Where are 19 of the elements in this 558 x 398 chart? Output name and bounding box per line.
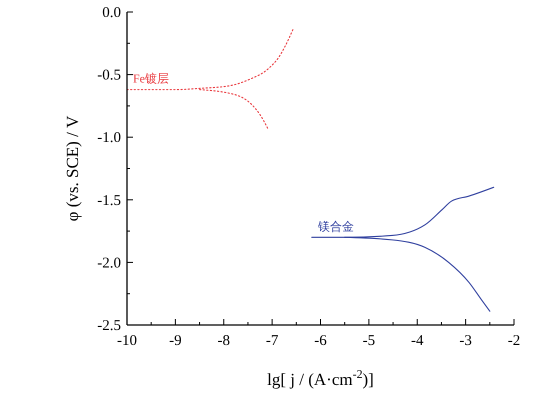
- series-label: 镁合金: [316, 219, 354, 234]
- x-tick-label: -9: [169, 333, 182, 349]
- y-tick-label: -1.5: [97, 192, 121, 209]
- y-tick-label: -2.0: [97, 255, 121, 272]
- x-axis-title: lg[ j / (A·cm$^{-2}$)]: [267, 367, 374, 389]
- x-tick-label: -10: [117, 333, 137, 349]
- x-tick-label: -2: [508, 333, 520, 349]
- x-tick-label: -5: [362, 333, 376, 349]
- y-tick-label: -0.5: [97, 68, 121, 84]
- y-tick-label: 0.0: [102, 5, 121, 21]
- y-axis-title: φ (vs. SCE) / V: [63, 114, 82, 222]
- x-tick-label: -6: [314, 333, 328, 349]
- x-tick-label: -7: [266, 333, 279, 349]
- x-tick-label: -3: [459, 333, 472, 349]
- y-tick-label: -2.5: [97, 318, 121, 334]
- y-tick-label: -1.0: [97, 130, 121, 146]
- x-tick-label: -4: [411, 333, 424, 349]
- x-tick-label: -8: [218, 333, 230, 349]
- series-label: Fe镀层: [133, 72, 169, 86]
